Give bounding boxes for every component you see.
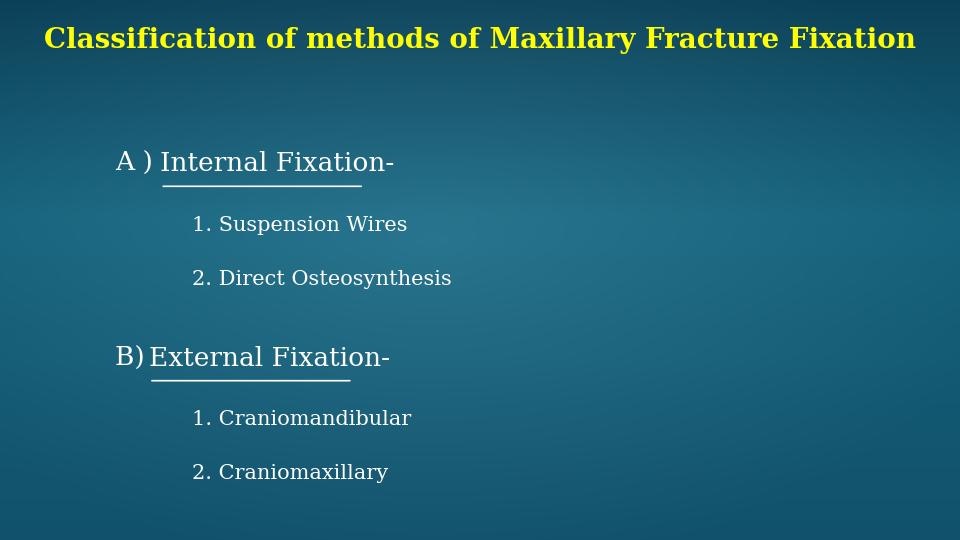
Text: External Fixation-: External Fixation- <box>149 346 390 370</box>
Text: 2. Direct Osteosynthesis: 2. Direct Osteosynthesis <box>192 270 452 289</box>
Text: 1. Suspension Wires: 1. Suspension Wires <box>192 216 407 235</box>
Text: 2. Craniomaxillary: 2. Craniomaxillary <box>192 464 388 483</box>
Text: B): B) <box>115 346 154 370</box>
Text: 1. Craniomandibular: 1. Craniomandibular <box>192 410 411 429</box>
Text: Classification of methods of Maxillary Fracture Fixation: Classification of methods of Maxillary F… <box>44 27 916 54</box>
Text: Internal Fixation-: Internal Fixation- <box>160 151 395 176</box>
Text: A ): A ) <box>115 151 161 176</box>
